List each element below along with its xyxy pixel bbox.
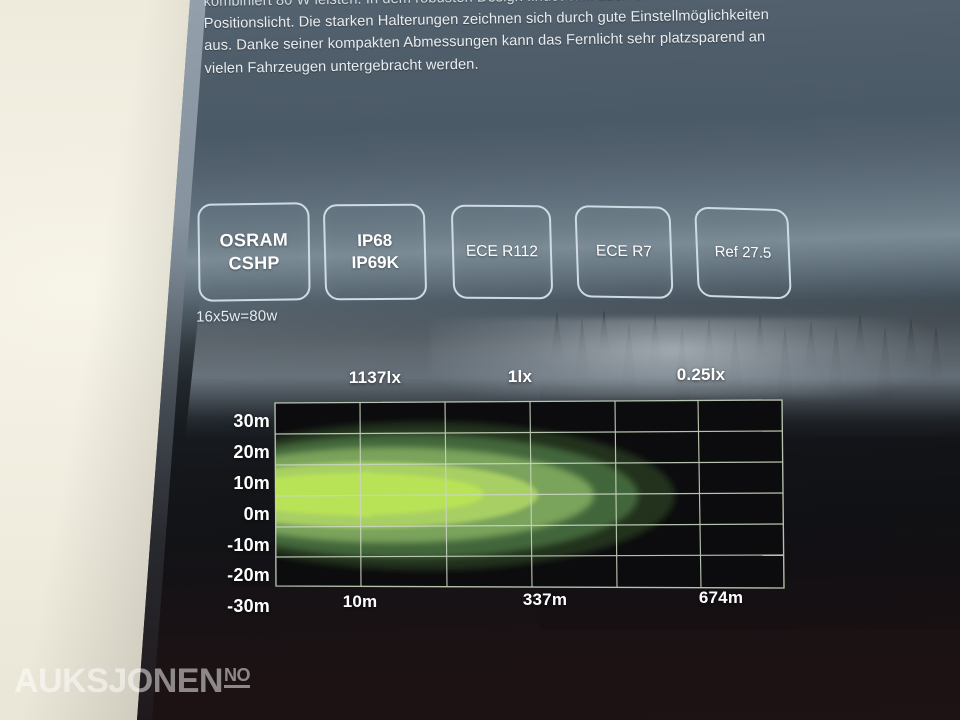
y-tick-label: -10m (227, 535, 270, 555)
watermark-suffix: NO (223, 666, 250, 688)
badge-line: IP69K (351, 252, 400, 273)
x-tick-label: 674m (698, 588, 744, 607)
badge-line: ECE R112 (465, 242, 539, 261)
badge-line: ECE R7 (595, 242, 653, 261)
badge-wattage-note: 16x5w=80w (195, 307, 278, 326)
x-tick-label: 10m (342, 592, 378, 611)
badge-line: OSRAM (219, 229, 289, 251)
lux-label: 0.25lx (676, 365, 726, 384)
badge-ece-r112: ECE R112 (450, 204, 554, 300)
certification-badge-row: OSRAM CSHP IP68 IP69K ECE R112 ECE R7 Re… (196, 200, 836, 330)
lux-label: 1lx (507, 367, 533, 386)
badge-line: Ref 27.5 (714, 243, 772, 263)
chart-gridlines (274, 399, 785, 589)
x-tick-label: 337m (522, 590, 568, 609)
lux-label: 1137lx (348, 368, 402, 387)
badge-line: CSHP (228, 252, 280, 274)
badge-osram-cshp: OSRAM CSHP (197, 202, 311, 302)
watermark-text: AUKSJONEN (14, 662, 223, 700)
watermark: AUKSJONEN NO (14, 664, 250, 698)
product-description: kombiniert 80 W leisten. In dem robusten… (203, 0, 844, 80)
y-tick-label: 10m (233, 473, 270, 493)
beam-plot (274, 399, 785, 589)
y-tick-label: 30m (233, 411, 270, 431)
y-tick-label: 20m (233, 442, 270, 462)
y-tick-label: -30m (227, 596, 270, 616)
y-tick-label: 0m (243, 504, 270, 524)
beam-pattern-chart: 30m 20m 10m 0m -10m -20m -30m 1137lx 1lx… (170, 360, 810, 616)
badge-ip-rating: IP68 IP69K (322, 203, 428, 301)
badge-ref-27-5: Ref 27.5 (694, 206, 792, 300)
badge-ece-r7: ECE R7 (574, 205, 674, 299)
y-tick-label: -20m (227, 565, 270, 585)
box-gloss-hotspot (430, 318, 960, 398)
badge-line: IP68 (356, 231, 393, 251)
